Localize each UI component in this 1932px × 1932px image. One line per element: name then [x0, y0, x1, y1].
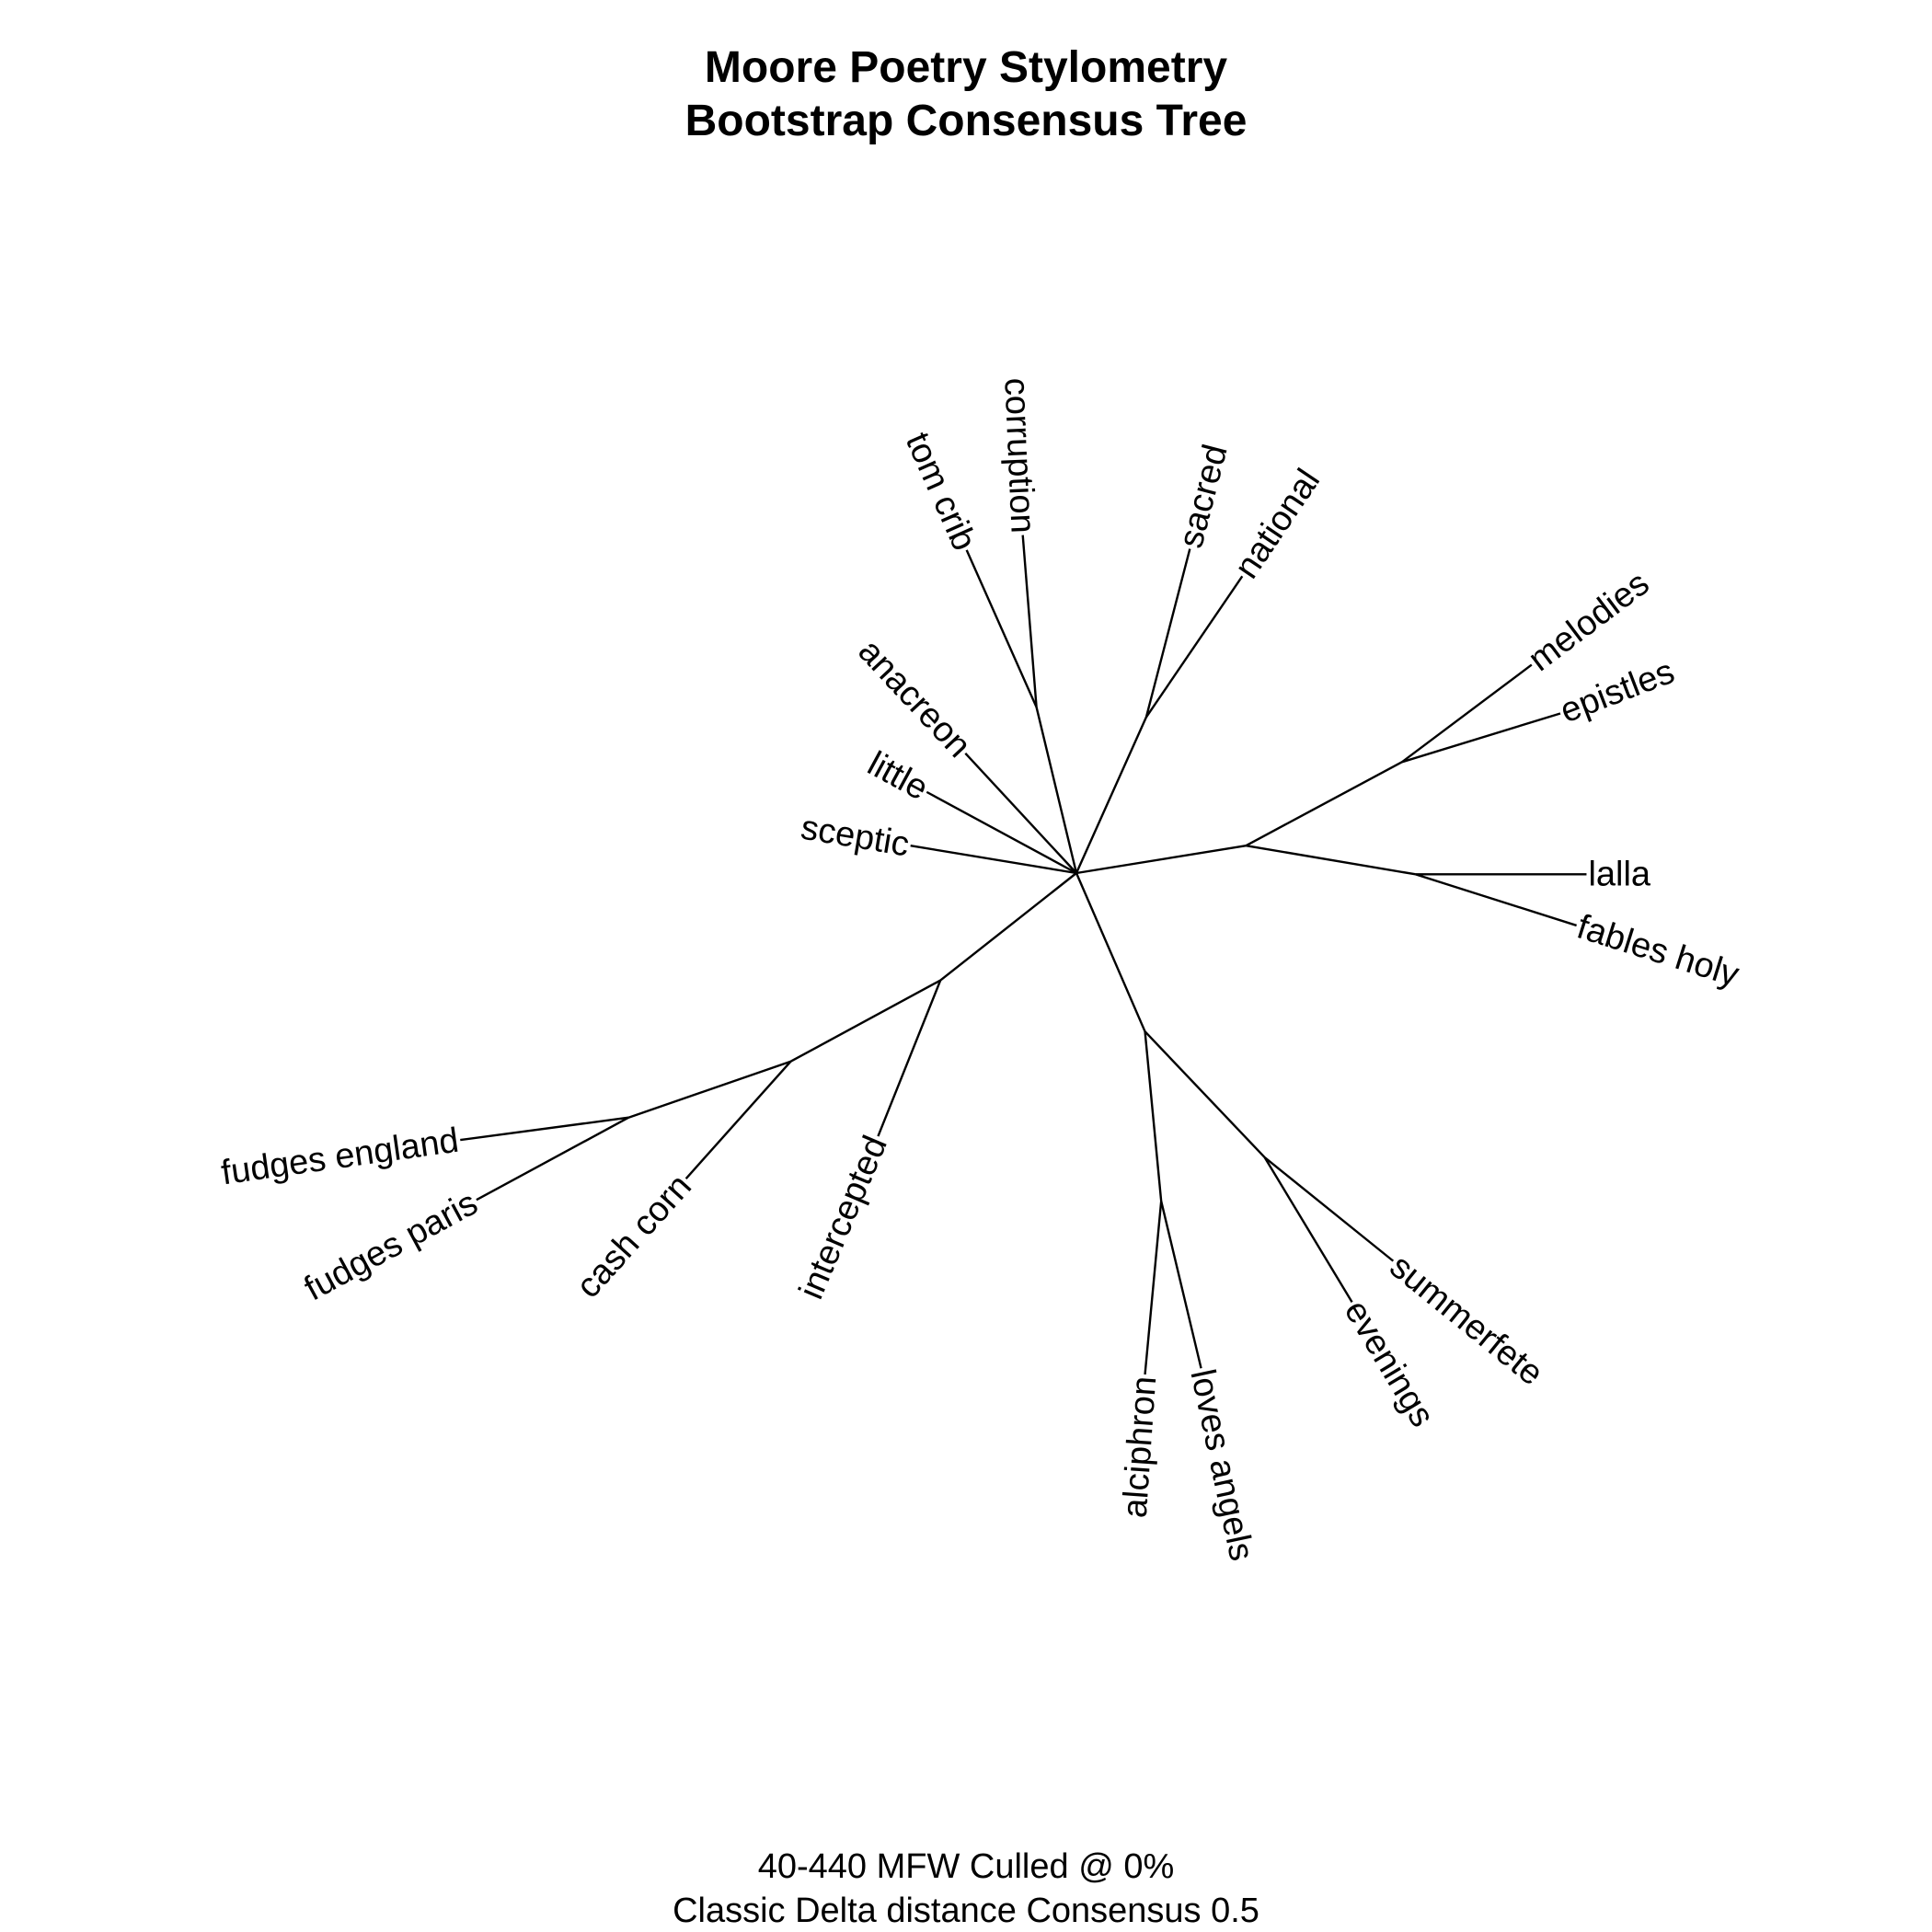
internal-branch	[1246, 762, 1401, 845]
internal-branch	[791, 981, 941, 1062]
leaf-branch-sacred	[1146, 549, 1190, 718]
leaf-branch-intercepted	[878, 981, 940, 1136]
leaf-label-alciphron: alciphron	[1116, 1375, 1165, 1520]
subtitle-distance-consensus: Classic Delta distance Consensus 0.5	[0, 1890, 1932, 1932]
leaf-label-sacred: sacred	[1172, 441, 1236, 552]
internal-branch	[1145, 1031, 1265, 1157]
leaf-branch-national	[1146, 576, 1242, 717]
leaf-label-national: national	[1227, 463, 1328, 586]
leaf-branch-alciphron	[1145, 1202, 1162, 1374]
internal-branch	[1076, 873, 1145, 1031]
leaf-label-loves-angels: loves angels	[1182, 1366, 1260, 1564]
leaf-label-melodies: melodies	[1522, 564, 1657, 679]
internal-branch	[1037, 707, 1076, 873]
leaf-branch-loves-angels	[1161, 1202, 1201, 1369]
internal-branch	[1246, 845, 1415, 874]
internal-branch	[940, 873, 1076, 981]
leaf-label-evenings: evenings	[1337, 1294, 1442, 1433]
leaf-label-fudges-paris: fudges paris	[298, 1184, 484, 1309]
leaf-label-sceptic: sceptic	[799, 809, 913, 865]
leaf-label-fables-holy: fables holy	[1572, 908, 1743, 995]
internal-branch	[1076, 845, 1246, 873]
leaf-label-anacreon: anacreon	[851, 632, 979, 765]
internal-branch	[1145, 1031, 1162, 1201]
leaf-branch-anacreon	[965, 753, 1076, 873]
leaf-branch-evenings	[1265, 1157, 1352, 1302]
leaf-label-tom-crib: tom crib	[898, 427, 983, 557]
leaf-label-corruption: corruption	[996, 377, 1041, 535]
leaf-label-fudges-england: fudges england	[219, 1121, 461, 1193]
leaf-label-cash-corn: cash corn	[569, 1167, 698, 1306]
leaf-branch-summerfete	[1265, 1157, 1394, 1261]
internal-branch	[1076, 718, 1146, 873]
leaf-branch-melodies	[1402, 665, 1532, 763]
subtitle-mfw-culling: 40-440 MFW Culled @ 0%	[0, 1846, 1932, 1888]
leaf-label-little: little	[861, 744, 934, 808]
leaf-branch-fudges-paris	[477, 1118, 628, 1200]
leaf-branch-fables-holy	[1416, 874, 1577, 926]
leaf-label-intercepted: intercepted	[792, 1131, 895, 1305]
leaf-branch-fudges-england	[460, 1118, 628, 1140]
leaf-label-lalla: lalla	[1588, 855, 1650, 893]
leaf-label-epistles: epistles	[1555, 652, 1679, 730]
leaf-branch-epistles	[1402, 713, 1560, 762]
